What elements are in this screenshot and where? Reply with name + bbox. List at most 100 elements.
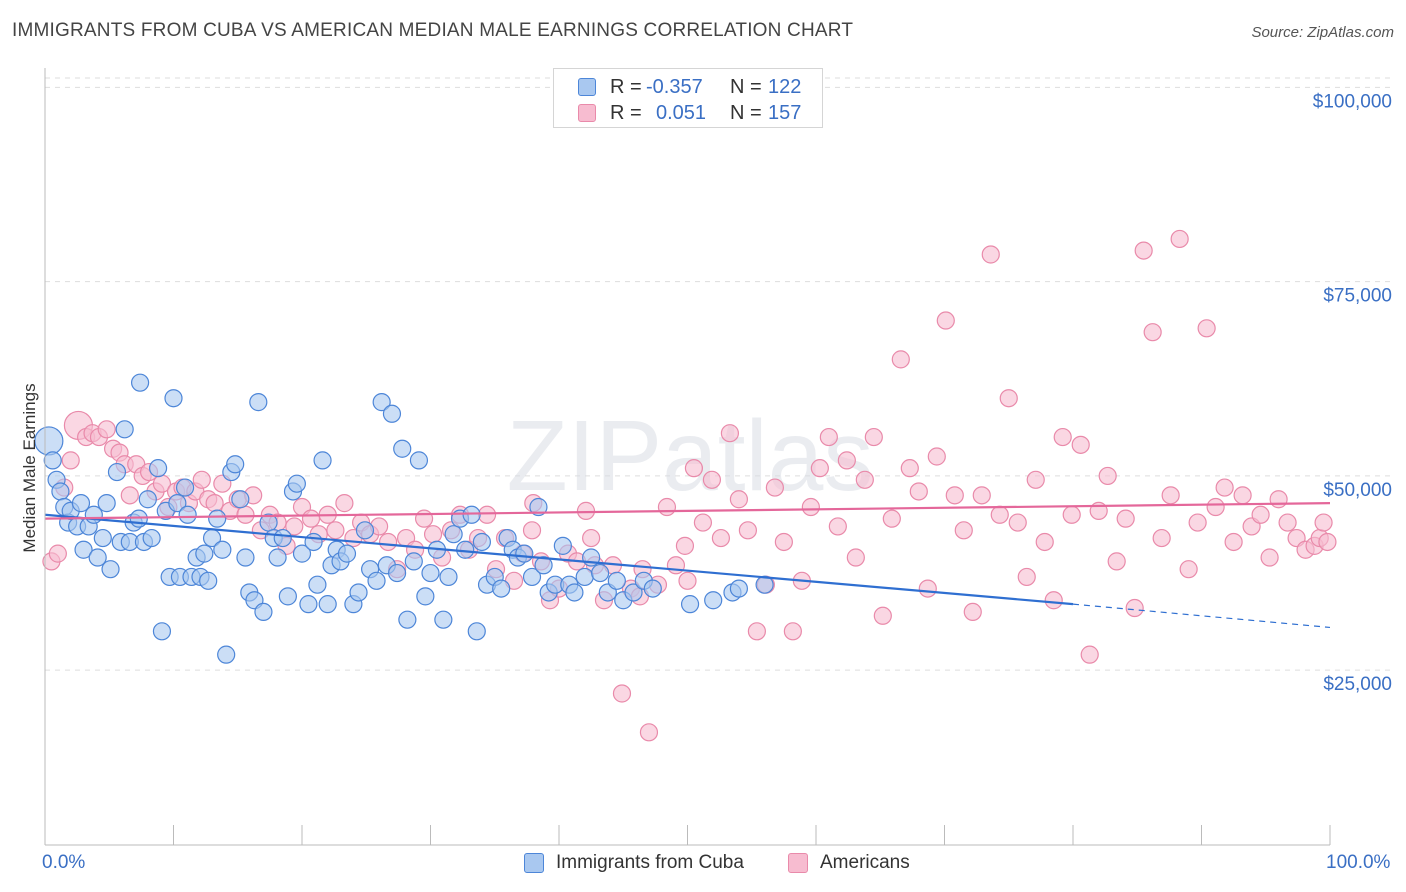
americans-point [1318, 532, 1337, 552]
americans-point [1215, 478, 1234, 497]
r-value: -0.357 [646, 76, 703, 98]
cuba-point [292, 544, 312, 563]
americans-point [48, 544, 67, 563]
americans-point [1188, 513, 1207, 532]
cuba-point [175, 478, 195, 497]
cuba-point [168, 494, 187, 513]
cuba-point [318, 595, 337, 614]
americans-point [1161, 486, 1180, 505]
americans-point [639, 723, 659, 742]
chart-title: IMMIGRANTS FROM CUBA VS AMERICAN MEDIAN … [12, 20, 854, 41]
cuba-point [607, 571, 626, 590]
r-label: R = [610, 76, 642, 98]
cuba-point [107, 462, 127, 482]
americans-point [97, 420, 116, 439]
cuba-point [643, 579, 662, 598]
n-value: 122 [768, 76, 802, 98]
americans-point [1206, 497, 1225, 517]
americans-point [819, 427, 838, 447]
americans-point [1080, 645, 1099, 664]
cuba-point [101, 560, 120, 579]
n-label: N = [730, 102, 762, 124]
americans-point [1053, 427, 1072, 447]
americans-point [1224, 532, 1243, 552]
cuba-point [74, 540, 93, 559]
cuba-point [421, 563, 440, 583]
cuba-point [434, 610, 453, 629]
americans-point [1107, 552, 1126, 571]
y-tick-label: $75,000 [1323, 286, 1392, 307]
americans-point [918, 579, 937, 598]
americans-point [675, 536, 695, 555]
cuba-point [213, 540, 232, 559]
americans-trend-line [44, 502, 1331, 520]
correlation-legend: R = -0.357 N = 122 R = 0.051 N = 157 [553, 68, 823, 128]
americans-point [846, 548, 865, 567]
cuba-point [680, 595, 700, 614]
americans-point [774, 532, 793, 552]
americans-point [945, 486, 964, 505]
cuba-point [195, 544, 214, 563]
cuba-point [254, 602, 273, 622]
cuba-point [444, 525, 463, 544]
cuba-point [273, 528, 292, 548]
cuba-point [337, 544, 357, 563]
americans-point [236, 505, 255, 524]
americans-point [783, 622, 802, 641]
americans-point [1134, 241, 1153, 260]
americans-point [927, 447, 946, 466]
americans-point [900, 459, 919, 478]
americans-point [747, 622, 766, 641]
americans-point [684, 459, 704, 478]
legend-row-americans: R = 0.051 N = 157 [578, 101, 818, 127]
cuba-point [472, 532, 491, 552]
cuba-point [43, 451, 62, 470]
americans-point [864, 427, 883, 447]
cuba-point [492, 579, 511, 598]
americans-point [702, 470, 722, 489]
cuba-point [393, 439, 412, 458]
americans-point [765, 478, 784, 497]
americans-point [1170, 229, 1189, 249]
americans-point [522, 521, 542, 540]
cuba-point [367, 571, 386, 590]
n-value: 157 [768, 102, 802, 124]
americans-point [1125, 598, 1144, 618]
americans-point [1116, 509, 1135, 528]
cuba-point [515, 544, 534, 563]
x-max-label: 100.0% [1326, 852, 1391, 873]
cuba-point [231, 490, 250, 509]
americans-point [837, 451, 856, 470]
axes [44, 68, 1331, 846]
americans-point [954, 521, 973, 540]
cuba-point [372, 393, 391, 412]
americans-point [1143, 323, 1162, 342]
americans-point [1062, 505, 1081, 524]
americans-point [855, 470, 874, 489]
americans-point [1269, 490, 1288, 509]
americans-point [335, 494, 354, 513]
cuba-point [467, 622, 486, 641]
legend-swatch-pink [788, 853, 808, 873]
legend-swatch-blue [578, 78, 596, 96]
trend-lines [44, 502, 1331, 629]
americans-point [1152, 528, 1171, 548]
cuba-point [287, 474, 306, 493]
americans-point [205, 494, 224, 513]
cuba-point [304, 532, 323, 552]
cuba-point [349, 583, 368, 602]
americans-point [326, 521, 345, 540]
cuba-point [409, 451, 429, 470]
cuba-point [88, 548, 107, 567]
americans-point [810, 459, 829, 478]
americans-point [285, 517, 304, 536]
cuba-point [152, 622, 172, 641]
americans-point [414, 509, 434, 528]
americans-point [873, 606, 892, 625]
r-value: 0.051 [656, 102, 707, 124]
americans-point [1197, 319, 1216, 338]
cuba-point [278, 587, 297, 606]
americans-point [192, 470, 211, 489]
cuba-point [575, 567, 594, 587]
cuba-point [308, 575, 327, 594]
